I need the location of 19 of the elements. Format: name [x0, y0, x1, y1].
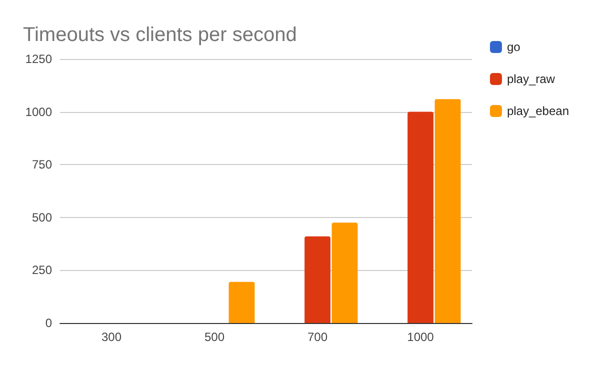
bar	[434, 99, 461, 323]
y-tick-label: 1250	[25, 52, 52, 66]
bar	[408, 112, 434, 323]
legend-label: play_raw	[506, 72, 556, 86]
y-tick-label: 1000	[25, 104, 52, 119]
bar	[304, 236, 330, 323]
legend-label: go	[506, 40, 521, 54]
y-tick-label: 250	[32, 263, 52, 278]
y-tick-label: 0	[45, 316, 52, 330]
y-tick-label: 750	[32, 158, 52, 172]
bar	[332, 222, 358, 323]
x-tick-label: 700	[307, 330, 328, 344]
x-tick-label: 300	[101, 330, 122, 344]
y-tick-label: 500	[32, 210, 52, 224]
chart-title: Timeouts vs clients per second	[23, 24, 297, 46]
x-tick-label: 500	[204, 330, 225, 344]
legend-label: play_ebean	[506, 104, 570, 118]
bar	[228, 282, 255, 323]
x-tick-label: 1000	[407, 330, 434, 344]
